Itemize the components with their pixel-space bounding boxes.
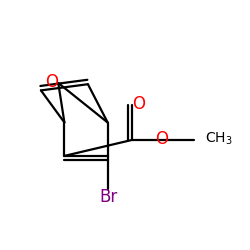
Text: CH$_3$: CH$_3$ xyxy=(205,130,233,147)
Text: Br: Br xyxy=(100,188,118,206)
Text: O: O xyxy=(46,73,59,91)
Text: O: O xyxy=(132,95,145,113)
Text: O: O xyxy=(156,130,168,148)
